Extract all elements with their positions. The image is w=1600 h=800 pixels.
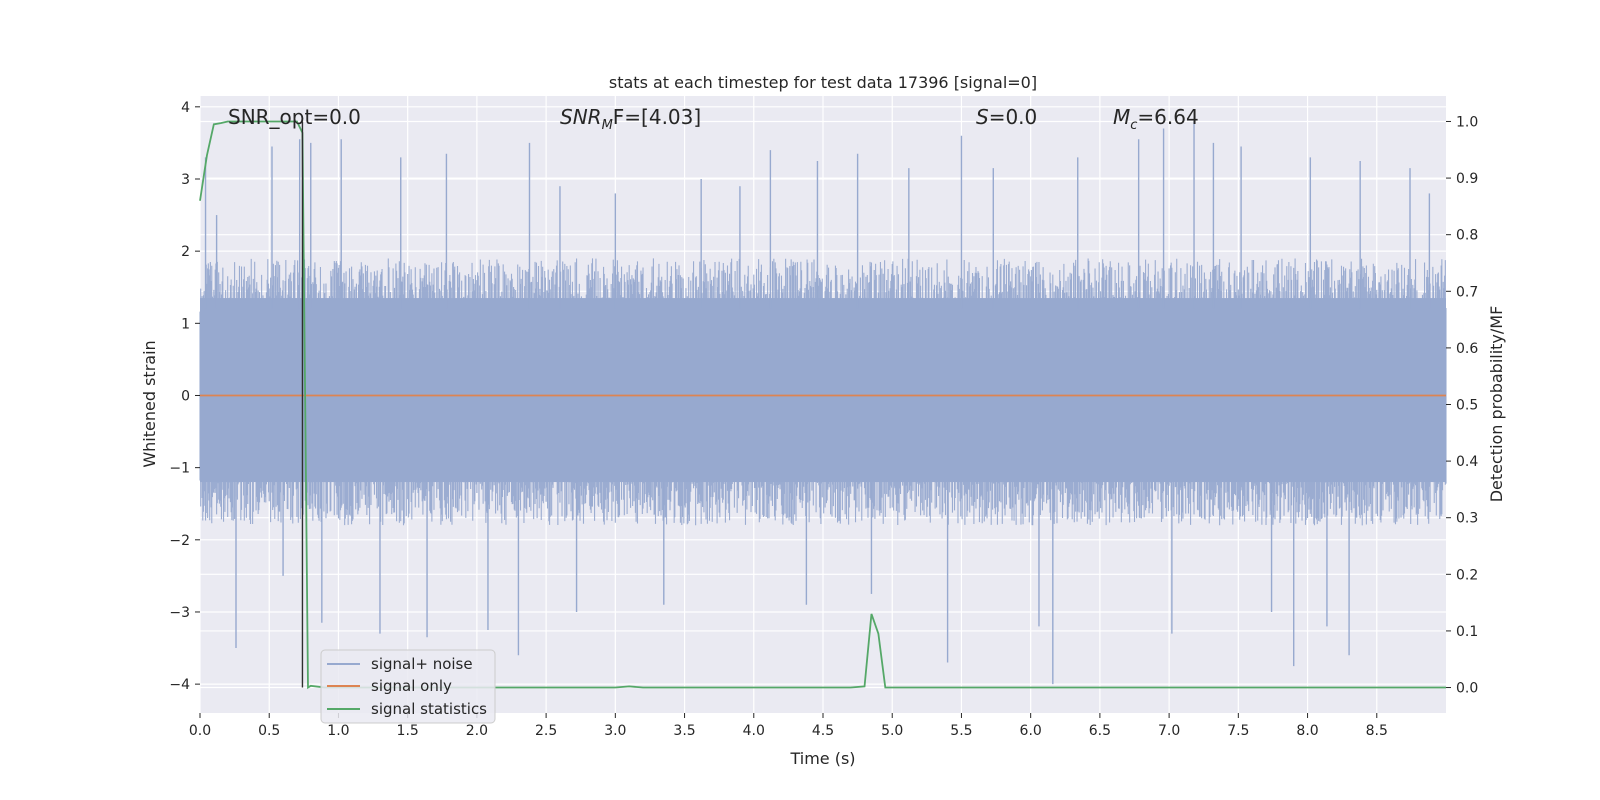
y-left-tick-label-5: −1 <box>169 461 190 477</box>
x-tick-label-10: 5.0 <box>881 723 903 739</box>
annotation-snr-mf-main: SNR <box>560 105 602 129</box>
x-tick-labels: 0.0 0.5 1.0 1.5 2.0 2.5 3.0 3.5 4.0 4.5 5.0 5.5 6.0 6… <box>189 713 1388 739</box>
annotation-mc-sub: c <box>1130 118 1137 133</box>
annotation-s-rest: =0.0 <box>989 105 1038 129</box>
x-tick-label-14: 7.0 <box>1158 723 1180 739</box>
y-right-tick-label-0: 1.0 <box>1456 114 1478 130</box>
x-tick-label-15: 7.5 <box>1227 723 1249 739</box>
x-tick-label-8: 4.0 <box>743 723 765 739</box>
y-left-axis-label: Whitened strain <box>140 340 159 467</box>
series-line-2 <box>199 120 1446 690</box>
y-right-tick-label-9: 0.1 <box>1456 624 1478 640</box>
y-left-tick-label-1: 3 <box>181 172 190 188</box>
x-tick-label-4: 2.0 <box>466 723 488 739</box>
x-tick-label-0: 0.0 <box>189 723 211 739</box>
x-tick-label-6: 3.0 <box>604 723 626 739</box>
legend-box <box>320 649 496 724</box>
legend: signal+ noise signal only signal statist… <box>320 649 496 724</box>
x-tick-label-12: 6.0 <box>1020 723 1042 739</box>
y-right-tick-label-4: 0.6 <box>1456 341 1478 357</box>
signal-noise-series <box>199 121 1447 685</box>
y-left-tick-label-2: 2 <box>181 244 190 260</box>
y-right-tick-label-7: 0.3 <box>1456 511 1478 527</box>
y-right-tick-label-8: 0.2 <box>1456 567 1478 583</box>
x-tick-label-2: 1.0 <box>327 723 349 739</box>
legend-label-noise: signal+ noise <box>371 655 473 673</box>
y-right-tick-label-6: 0.4 <box>1456 454 1478 470</box>
y-left-tick-label-3: 1 <box>181 316 190 332</box>
annotation-snr-mf-sub: M <box>602 118 613 133</box>
x-tick-label-5: 2.5 <box>535 723 557 739</box>
y-right-tick-label-10: 0.0 <box>1456 681 1478 697</box>
y-left-tick-label-0: 4 <box>181 100 190 116</box>
legend-label-statistics: signal statistics <box>371 700 487 718</box>
y-left-tick-label-8: −4 <box>169 677 190 693</box>
chart-title: stats at each timestep for test data 173… <box>609 73 1037 92</box>
x-tick-label-16: 8.0 <box>1296 723 1318 739</box>
x-tick-label-9: 4.5 <box>812 723 834 739</box>
annotation-snr-opt: SNR_opt=0.0 <box>228 105 361 129</box>
annotation-s: S=0.0 <box>976 105 1037 129</box>
noise-core <box>200 298 1446 483</box>
y-left-tick-label-7: −3 <box>169 605 190 621</box>
y-right-tick-label-2: 0.8 <box>1456 228 1478 244</box>
legend-label-signal-only: signal only <box>371 677 452 695</box>
annotation-mc-rest: =6.64 <box>1137 105 1198 129</box>
annotation-mc-main: M <box>1113 105 1130 129</box>
x-axis-label: Time (s) <box>789 749 855 768</box>
x-tick-label-17: 8.5 <box>1366 723 1388 739</box>
annotation-s-main: S <box>976 105 989 129</box>
x-tick-label-11: 5.5 <box>950 723 972 739</box>
y-right-tick-label-5: 0.5 <box>1456 398 1478 414</box>
y-left-tick-labels: 4 3 2 1 0 −1 −2 −3 −4 <box>169 100 200 693</box>
y-right-axis-label: Detection probability/MF <box>1487 306 1506 503</box>
y-right-tick-label-1: 0.9 <box>1456 171 1478 187</box>
y-right-tick-label-3: 0.7 <box>1456 284 1478 300</box>
y-left-tick-label-4: 0 <box>181 388 190 404</box>
annotation-snr-mf-rest: F=[4.03] <box>613 105 701 129</box>
annotation-mc: Mc=6.64 <box>1113 105 1199 133</box>
y-left-tick-label-6: −2 <box>169 533 190 549</box>
x-tick-label-7: 3.5 <box>673 723 695 739</box>
x-tick-label-1: 0.5 <box>258 723 280 739</box>
annotation-snr-mf: SNRMF=[4.03] <box>560 105 701 133</box>
line-series <box>199 120 1446 690</box>
x-tick-label-3: 1.5 <box>397 723 419 739</box>
y-right-tick-labels: 1.0 0.9 0.8 0.7 0.6 0.5 0.4 0.3 0.2 0.1 0.0 <box>1446 114 1478 697</box>
x-tick-label-13: 6.5 <box>1089 723 1111 739</box>
